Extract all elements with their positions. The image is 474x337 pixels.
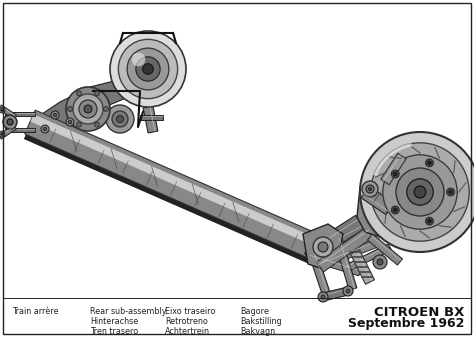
- Polygon shape: [321, 238, 382, 268]
- Polygon shape: [303, 224, 343, 269]
- Circle shape: [371, 143, 469, 241]
- Polygon shape: [357, 177, 400, 237]
- Text: Eixo traseiro: Eixo traseiro: [165, 307, 215, 316]
- Polygon shape: [381, 153, 406, 185]
- Circle shape: [117, 116, 124, 123]
- Polygon shape: [30, 77, 140, 139]
- Circle shape: [68, 120, 72, 124]
- Circle shape: [3, 115, 17, 129]
- Circle shape: [393, 208, 397, 212]
- Circle shape: [377, 259, 383, 265]
- Circle shape: [94, 91, 100, 96]
- Circle shape: [318, 242, 328, 252]
- Circle shape: [366, 185, 374, 193]
- Circle shape: [393, 172, 397, 176]
- Circle shape: [103, 106, 109, 112]
- Text: Septembre 1962: Septembre 1962: [347, 317, 464, 330]
- Text: Tren trasero: Tren trasero: [90, 327, 138, 336]
- Polygon shape: [25, 110, 325, 261]
- Polygon shape: [143, 106, 158, 133]
- Circle shape: [428, 161, 431, 165]
- Polygon shape: [317, 227, 374, 272]
- Circle shape: [391, 206, 399, 214]
- Text: Bakvagn: Bakvagn: [240, 327, 275, 336]
- Circle shape: [73, 94, 103, 124]
- Circle shape: [1, 133, 3, 135]
- Circle shape: [112, 111, 128, 127]
- Circle shape: [313, 237, 333, 257]
- Circle shape: [143, 64, 153, 74]
- Circle shape: [343, 286, 353, 296]
- Circle shape: [110, 31, 186, 107]
- Text: Train arrère: Train arrère: [12, 307, 58, 316]
- Circle shape: [414, 186, 426, 198]
- Polygon shape: [351, 250, 374, 284]
- Circle shape: [106, 105, 134, 133]
- Polygon shape: [309, 253, 361, 276]
- Circle shape: [118, 39, 178, 99]
- Polygon shape: [334, 238, 357, 290]
- Circle shape: [132, 53, 146, 66]
- Circle shape: [396, 168, 444, 216]
- Text: Rear sub-assembly: Rear sub-assembly: [90, 307, 166, 316]
- Circle shape: [321, 295, 325, 299]
- Circle shape: [407, 179, 433, 205]
- Circle shape: [373, 255, 387, 269]
- Circle shape: [76, 91, 82, 96]
- Text: Hinterachse: Hinterachse: [90, 317, 138, 326]
- Circle shape: [66, 118, 74, 126]
- Circle shape: [426, 159, 433, 167]
- Polygon shape: [344, 244, 392, 272]
- Circle shape: [67, 106, 73, 112]
- Polygon shape: [361, 186, 394, 215]
- Polygon shape: [0, 105, 17, 119]
- Polygon shape: [5, 128, 35, 132]
- Circle shape: [0, 131, 5, 137]
- Polygon shape: [322, 287, 349, 301]
- Circle shape: [360, 132, 474, 252]
- Polygon shape: [309, 253, 332, 300]
- Text: Retrotreno: Retrotreno: [165, 317, 208, 326]
- Circle shape: [391, 170, 399, 178]
- Circle shape: [127, 48, 169, 90]
- Circle shape: [76, 122, 82, 127]
- Polygon shape: [30, 114, 324, 249]
- Circle shape: [346, 289, 350, 293]
- Circle shape: [79, 100, 97, 118]
- Polygon shape: [5, 112, 35, 116]
- Circle shape: [7, 119, 13, 125]
- Circle shape: [53, 113, 57, 117]
- Circle shape: [428, 219, 431, 223]
- Polygon shape: [0, 125, 17, 139]
- Circle shape: [368, 187, 372, 190]
- Circle shape: [94, 122, 100, 127]
- Circle shape: [84, 105, 92, 113]
- Circle shape: [318, 292, 328, 302]
- Circle shape: [43, 127, 47, 131]
- Text: Achtertrein: Achtertrein: [165, 327, 210, 336]
- Text: Bakstilling: Bakstilling: [240, 317, 282, 326]
- Circle shape: [1, 109, 3, 111]
- Circle shape: [426, 217, 433, 225]
- Circle shape: [0, 107, 5, 113]
- Polygon shape: [305, 216, 378, 265]
- Circle shape: [41, 125, 49, 133]
- Circle shape: [447, 188, 455, 196]
- Polygon shape: [140, 115, 163, 120]
- Polygon shape: [367, 234, 402, 265]
- Text: Bagore: Bagore: [240, 307, 269, 316]
- Circle shape: [136, 57, 160, 81]
- Circle shape: [383, 155, 457, 229]
- Polygon shape: [314, 215, 365, 256]
- Circle shape: [449, 190, 452, 194]
- Polygon shape: [24, 113, 326, 266]
- Text: CITROEN BX: CITROEN BX: [374, 306, 464, 319]
- Circle shape: [51, 111, 59, 119]
- Circle shape: [66, 87, 110, 131]
- Circle shape: [362, 181, 378, 197]
